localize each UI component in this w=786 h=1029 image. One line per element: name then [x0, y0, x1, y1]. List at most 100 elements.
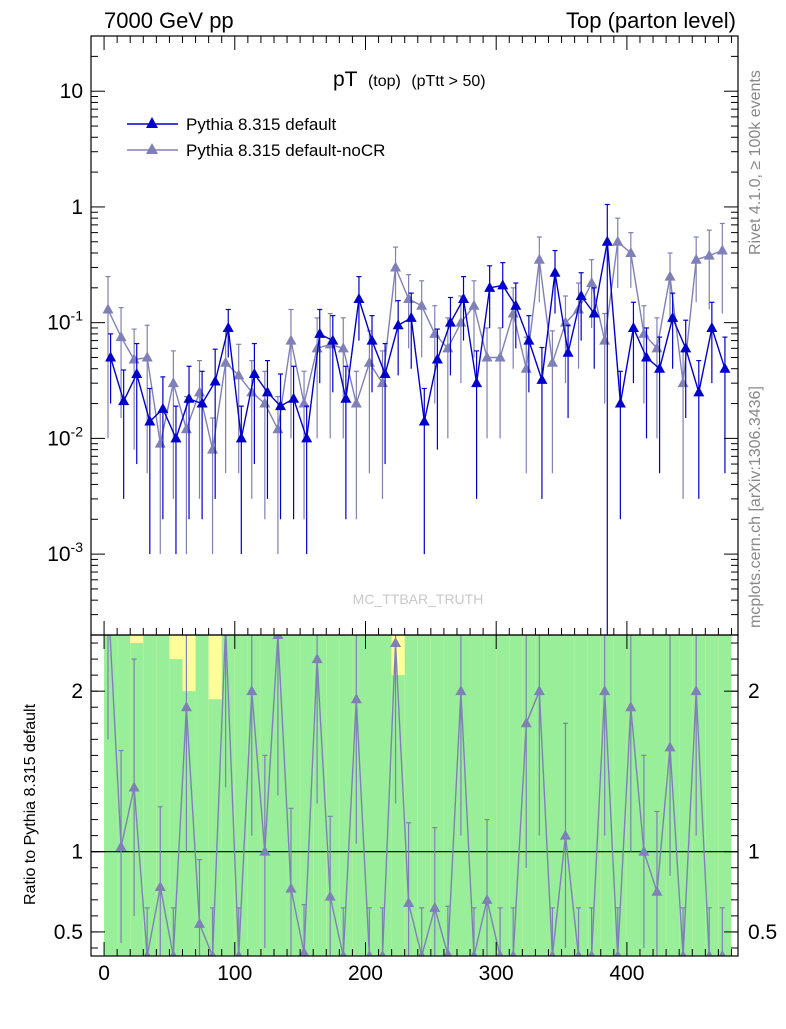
ratio-noCR-point [366, 950, 373, 956]
ratio-noCR-point [193, 917, 205, 928]
band-green-bin [247, 635, 261, 956]
default-point [405, 311, 417, 322]
default-point [510, 299, 522, 310]
band-green-bin [117, 635, 131, 956]
ratio-noCR-point [481, 893, 493, 904]
noCR-point [677, 377, 689, 388]
band-green-bin [522, 635, 536, 956]
legend-marker-nocr [146, 143, 158, 154]
ratio-noCR-point [520, 717, 532, 728]
noCR-point [298, 397, 310, 408]
ratio-noCR-point [664, 741, 676, 752]
xtick-label: 400 [609, 962, 644, 985]
default-point [222, 321, 234, 332]
band-green-bin [221, 635, 235, 956]
ratio-noCR-point [588, 950, 595, 956]
noCR-point [520, 362, 532, 373]
noCR-point [638, 327, 650, 338]
ratio-marks [91, 635, 738, 956]
noCR-point [285, 334, 297, 345]
default-point [340, 392, 352, 403]
band-green-bin [613, 635, 627, 956]
band-green-bin [300, 635, 314, 956]
ratio-noCR-point [418, 950, 425, 956]
default-point [562, 346, 574, 357]
noCR-point [272, 423, 284, 434]
ratio-noCR-point [614, 950, 622, 956]
band-green-bin [535, 635, 549, 956]
ratio-noCR-point [246, 685, 258, 696]
ratio-noCR-point [180, 701, 192, 712]
band-green-bin [509, 635, 523, 956]
default-point [588, 307, 600, 318]
xtick-label: 200 [348, 962, 383, 985]
band-green-bin [587, 635, 601, 956]
noCR-point [612, 235, 624, 246]
side-label-rivet: Rivet 4.1.0, ≥ 100k events [747, 70, 764, 255]
band-green-bin [679, 635, 693, 956]
plot-title-main: pT [333, 68, 358, 91]
noCR-point [102, 303, 114, 314]
default-point [275, 400, 287, 411]
default-point [641, 351, 653, 362]
ratio-ytick-label-right: 1 [748, 841, 760, 864]
ratio-noCR-line [109, 635, 723, 956]
band-green-bin [182, 691, 196, 956]
plot-title: pT (top) (pTtt > 50) [333, 68, 486, 91]
ratio-noCR-point [339, 950, 347, 956]
default-point [497, 279, 509, 290]
band-green-bin [234, 635, 248, 956]
ratio-noCR-point [429, 901, 441, 912]
band-green-bin [104, 635, 118, 956]
band-green-bin [339, 635, 353, 956]
default-point [536, 373, 548, 384]
default-point [667, 311, 679, 322]
noCR-point [416, 299, 428, 310]
band-green-bin [195, 635, 209, 956]
noCR-point [625, 246, 637, 257]
default-point [105, 351, 117, 362]
ratio-noCR-point [690, 685, 702, 696]
main-ytick-exponent: -1 [71, 308, 84, 324]
ratio-noCR-point [298, 946, 310, 956]
band-green-bin [430, 635, 444, 956]
band-green-bin [156, 635, 170, 956]
default-point [301, 432, 313, 443]
main-ytick-exponent: -3 [71, 539, 84, 555]
band-green-bin [705, 635, 719, 956]
band-green-bin [260, 635, 274, 956]
main-ytick-exponent: -2 [71, 423, 84, 439]
band-green-bin [496, 635, 510, 956]
default-point [719, 362, 731, 373]
band-green-bin [718, 635, 732, 956]
noCR-point [390, 261, 402, 272]
default-point [627, 321, 639, 332]
default-point [693, 386, 705, 397]
ratio-noCR-point [235, 950, 242, 956]
main-ytick-label: 10-2 [47, 423, 83, 450]
default-point [314, 327, 326, 338]
ratio-noCR-point [496, 950, 504, 956]
default-point [366, 334, 378, 345]
noCR-point [533, 253, 545, 264]
noCR-point [337, 342, 349, 353]
ratio-noCR-point [625, 701, 637, 712]
ratio-noCR-point [705, 950, 713, 956]
band-green-bin [561, 635, 575, 956]
noCR-point [664, 270, 676, 281]
noCR-point [690, 253, 702, 264]
default-point [458, 293, 470, 304]
noCR-point [350, 397, 362, 408]
default-point [549, 266, 561, 277]
ratio-noCR-point [509, 950, 517, 956]
default-point [418, 415, 430, 426]
noCR-point [115, 331, 127, 342]
default-point [353, 293, 365, 304]
band-green-bin [404, 635, 418, 956]
ratio-noCR-point [559, 829, 571, 840]
default-point [235, 432, 247, 443]
ratio-band [104, 635, 732, 956]
noCR-point [154, 437, 166, 448]
ratio-frame [90, 634, 739, 957]
